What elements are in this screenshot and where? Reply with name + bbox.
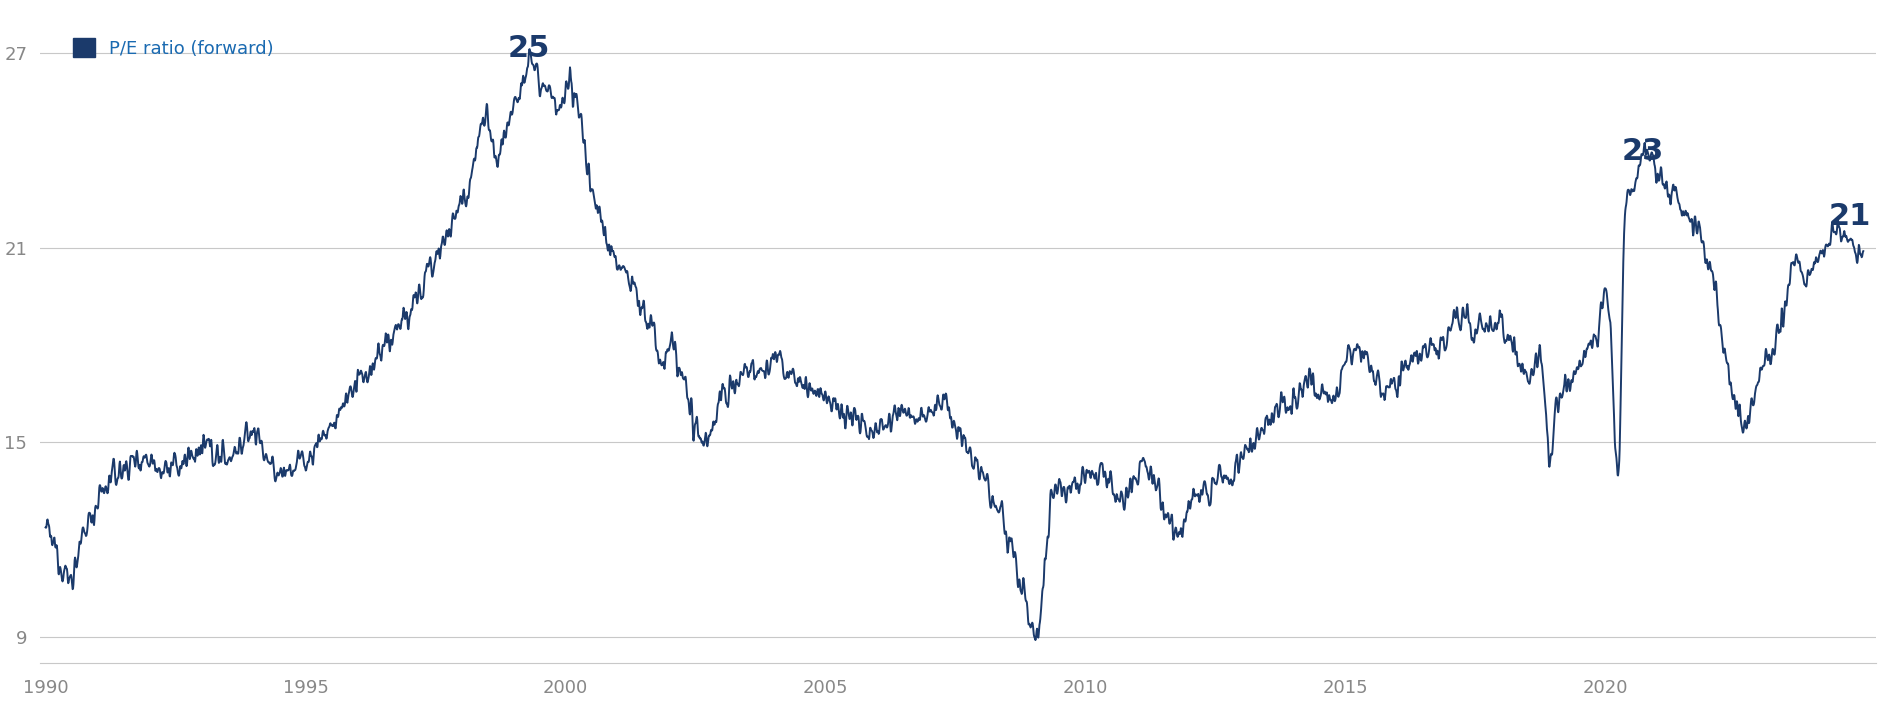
Text: 21: 21 (1827, 203, 1871, 231)
Legend: P/E ratio (forward): P/E ratio (forward) (68, 33, 278, 63)
Text: 23: 23 (1621, 137, 1662, 166)
Text: 25: 25 (508, 34, 551, 62)
